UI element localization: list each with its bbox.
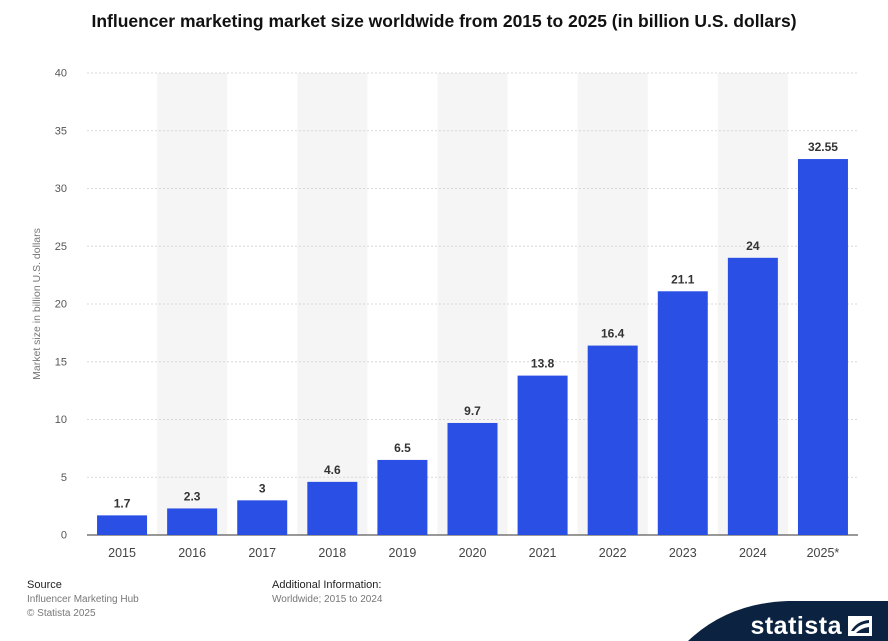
data-label: 6.5 bbox=[394, 441, 411, 455]
data-label: 1.7 bbox=[114, 496, 131, 510]
bar[interactable] bbox=[167, 508, 218, 535]
copyright: © Statista 2025 bbox=[27, 608, 96, 619]
data-label: 3 bbox=[259, 481, 266, 495]
x-tick-label: 2024 bbox=[739, 546, 767, 560]
source-name[interactable]: Influencer Marketing Hub bbox=[27, 593, 139, 605]
y-tick-label: 35 bbox=[55, 125, 67, 137]
x-tick-label: 2017 bbox=[248, 546, 276, 560]
bar[interactable] bbox=[517, 375, 568, 535]
data-label: 4.6 bbox=[324, 463, 341, 477]
bar[interactable] bbox=[587, 345, 638, 535]
data-label: 9.7 bbox=[464, 404, 481, 418]
data-label: 16.4 bbox=[601, 327, 625, 341]
x-axis: 2015 2016 2017 2018 2019 2020 2021 2022 2023 2024… bbox=[108, 546, 839, 560]
source-heading: Source bbox=[27, 579, 62, 591]
y-tick-label: 25 bbox=[55, 241, 67, 253]
y-tick-label: 20 bbox=[55, 299, 67, 311]
x-tick-label: 2018 bbox=[318, 546, 346, 560]
data-label: 2.3 bbox=[184, 489, 201, 503]
bar[interactable] bbox=[797, 159, 848, 536]
data-label: 32.55 bbox=[808, 140, 838, 154]
y-tick-label: 0 bbox=[61, 530, 67, 542]
data-label: 24 bbox=[746, 239, 760, 253]
bar[interactable] bbox=[657, 291, 708, 535]
bar-chart: 0 5 10 15 20 25 30 35 40 Market size in billion … bbox=[31, 68, 858, 560]
bar[interactable] bbox=[97, 515, 148, 535]
bar[interactable] bbox=[727, 257, 778, 535]
bar[interactable] bbox=[447, 422, 498, 535]
x-tick-label: 2023 bbox=[669, 546, 697, 560]
bar[interactable] bbox=[307, 481, 358, 535]
y-tick-label: 30 bbox=[55, 183, 67, 195]
bars bbox=[97, 159, 848, 536]
y-axis: 0 5 10 15 20 25 30 35 40 bbox=[55, 68, 67, 542]
data-label: 13.8 bbox=[531, 357, 555, 371]
x-tick-label: 2015 bbox=[108, 546, 136, 560]
bar[interactable] bbox=[377, 459, 428, 535]
data-labels: 1.7 2.3 3 4.6 6.5 9.7 13.8 16.4 21.1 24 32.55 bbox=[114, 140, 839, 510]
statista-logo-text[interactable]: statista bbox=[750, 612, 842, 640]
brand-band bbox=[688, 601, 888, 641]
y-axis-title: Market size in billion U.S. dollars bbox=[31, 228, 43, 380]
x-tick-label: 2019 bbox=[389, 546, 417, 560]
x-tick-label: 2022 bbox=[599, 546, 627, 560]
bar[interactable] bbox=[237, 500, 288, 535]
statista-logo-icon bbox=[848, 616, 872, 636]
x-tick-label: 2025* bbox=[807, 546, 840, 560]
y-tick-label: 40 bbox=[55, 68, 67, 80]
additional-info-text: Worldwide; 2015 to 2024 bbox=[272, 593, 383, 605]
x-tick-label: 2021 bbox=[529, 546, 557, 560]
chart-title: Influencer marketing market size worldwi… bbox=[91, 11, 797, 31]
x-tick-label: 2020 bbox=[459, 546, 487, 560]
additional-info-block: Additional Information: Worldwide; 2015 … bbox=[272, 578, 382, 607]
data-label: 21.1 bbox=[671, 272, 695, 286]
y-tick-label: 10 bbox=[55, 414, 67, 426]
y-tick-label: 5 bbox=[61, 472, 67, 484]
source-block: Source Influencer Marketing Hub © Statis… bbox=[27, 578, 139, 622]
additional-info-heading[interactable]: Additional Information: bbox=[272, 579, 382, 591]
x-tick-label: 2016 bbox=[178, 546, 206, 560]
y-tick-label: 15 bbox=[55, 356, 67, 368]
